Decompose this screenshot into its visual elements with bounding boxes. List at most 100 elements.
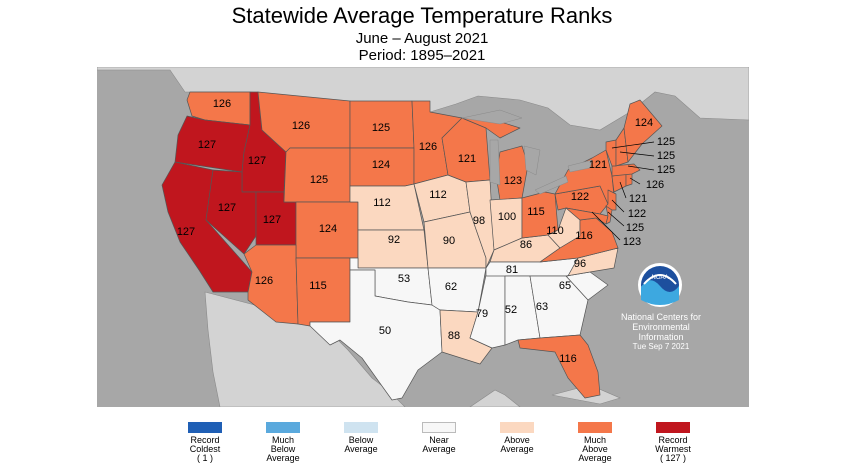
rank-label-ca: 127: [177, 226, 195, 238]
rank-label-ar: 62: [445, 281, 457, 293]
rank-label-la: 88: [448, 330, 460, 342]
rank-label-wv: 110: [546, 225, 564, 237]
legend-swatch-below: [344, 422, 378, 433]
rank-label-id: 127: [248, 155, 266, 167]
rank-label-ma: 125: [657, 164, 675, 176]
leader-line-md: [591, 211, 621, 241]
rank-label-nm: 115: [309, 280, 327, 292]
rank-label-il: 98: [473, 215, 485, 227]
ncei-line-3: Information: [638, 332, 684, 342]
rank-label-ky: 86: [520, 239, 532, 251]
rank-label-mi: 123: [504, 175, 522, 187]
rank-label-nh: 125: [657, 136, 675, 148]
state-NM: [295, 257, 351, 327]
legend-label-record-coldest: Record Coldest ( 1 ): [189, 435, 221, 463]
state-MI: [495, 145, 529, 201]
leader-line-vt: [619, 151, 655, 157]
rank-label-mt: 126: [292, 120, 310, 132]
rank-label-mo: 90: [443, 235, 455, 247]
leader-line-nj: [611, 199, 625, 213]
rank-label-nj: 122: [628, 208, 646, 220]
legend-swatch-above: [500, 422, 534, 433]
lake-michigan: [489, 139, 501, 186]
legend-item-near: Near Average: [404, 422, 474, 454]
rank-label-sc: 65: [559, 280, 571, 292]
rank-label-ri: 126: [646, 179, 664, 191]
rank-label-va: 116: [575, 230, 593, 242]
rank-label-wa: 126: [213, 98, 231, 110]
legend-item-below: Below Average: [326, 422, 396, 454]
rank-label-de: 125: [626, 222, 644, 234]
state-NJ: [605, 189, 617, 211]
rank-label-pa: 122: [571, 191, 589, 203]
state-ME: [623, 99, 663, 163]
us-temperature-rank-map: 126 127 127 127 127 127 126 125 124 126 115 125 124 1…: [97, 67, 749, 407]
legend-label-below: Below Average: [344, 435, 378, 454]
noaa-logo-bird: [643, 274, 677, 285]
leader-line-ri: [629, 177, 641, 185]
map-subtitle-period: June – August 2021: [355, 30, 489, 47]
rank-label-vt: 125: [657, 150, 675, 162]
great-lakes: [461, 109, 593, 195]
lake-superior: [461, 109, 523, 125]
map-subtitle-record-period: Period: 1895–2021: [358, 47, 486, 64]
rank-label-ks: 92: [388, 234, 400, 246]
leader-line-de: [607, 211, 625, 227]
rank-label-ne: 112: [373, 197, 391, 209]
rank-label-md: 123: [623, 236, 641, 248]
noaa-logo: NOAA: [638, 263, 682, 307]
ncei-date: Tue Sep 7 2021: [632, 342, 690, 351]
ncei-line-2: Environmental: [632, 322, 690, 332]
state-FL: [517, 334, 601, 399]
legend-label-above: Above Average: [500, 435, 534, 454]
rank-label-ms: 79: [476, 308, 488, 320]
lake-erie: [534, 175, 569, 195]
rank-label-wy: 125: [310, 174, 328, 186]
rank-label-ut: 127: [263, 214, 281, 226]
legend-swatch-near: [422, 422, 456, 433]
legend-swatch-record-coldest: [188, 422, 222, 433]
legend-swatch-much-above: [578, 422, 612, 433]
state-GA: [529, 275, 589, 339]
rank-label-nd: 125: [372, 122, 390, 134]
leader-line-ct: [619, 181, 627, 199]
rank-label-tx: 50: [379, 325, 391, 337]
legend-item-record-warmest: Record Warmest ( 127 ): [638, 422, 708, 463]
lake-huron: [523, 145, 541, 176]
rank-label-ny: 121: [589, 159, 607, 171]
legend-item-much-above: Much Above Average: [560, 422, 630, 463]
rank-label-ia: 112: [429, 189, 447, 201]
legend-label-record-warmest: Record Warmest ( 127 ): [655, 435, 691, 463]
legend-item-much-below: Much Below Average: [248, 422, 318, 463]
yucatan-landmass: [469, 389, 521, 407]
state-VT: [605, 139, 617, 167]
rank-label-ok: 53: [398, 273, 410, 285]
rank-label-oh: 115: [527, 206, 545, 218]
rank-label-al: 52: [505, 304, 517, 316]
rank-label-nc: 96: [574, 258, 586, 270]
state-AZ: [243, 244, 299, 325]
rank-label-co: 124: [319, 223, 337, 235]
legend: Record Coldest ( 1 ) Much Below Average …: [170, 422, 691, 472]
legend-label-much-below: Much Below Average: [266, 435, 300, 463]
leader-line-ma: [627, 165, 655, 171]
ncei-line-1: National Centers for: [620, 312, 702, 322]
rank-label-ga: 63: [536, 301, 548, 313]
legend-swatch-record-warmest: [656, 422, 690, 433]
map-title: Statewide Average Temperature Ranks: [231, 3, 613, 28]
rank-label-mn: 126: [419, 141, 437, 153]
legend-label-much-above: Much Above Average: [578, 435, 612, 463]
rank-label-nv: 127: [218, 202, 236, 214]
rank-label-tn: 81: [506, 264, 518, 276]
northeast-leader-lines: [591, 141, 655, 241]
rank-label-sd: 124: [372, 159, 390, 171]
leader-line-nh: [611, 141, 655, 149]
state-TX: [309, 269, 443, 401]
legend-swatch-much-below: [266, 422, 300, 433]
legend-item-record-coldest: Record Coldest ( 1 ): [170, 422, 240, 463]
rank-label-fl: 116: [559, 353, 577, 365]
rank-label-in: 100: [498, 211, 516, 223]
rank-label-ct: 121: [629, 193, 647, 205]
noaa-logo-wave: [641, 280, 679, 305]
state-RI: [625, 173, 633, 187]
